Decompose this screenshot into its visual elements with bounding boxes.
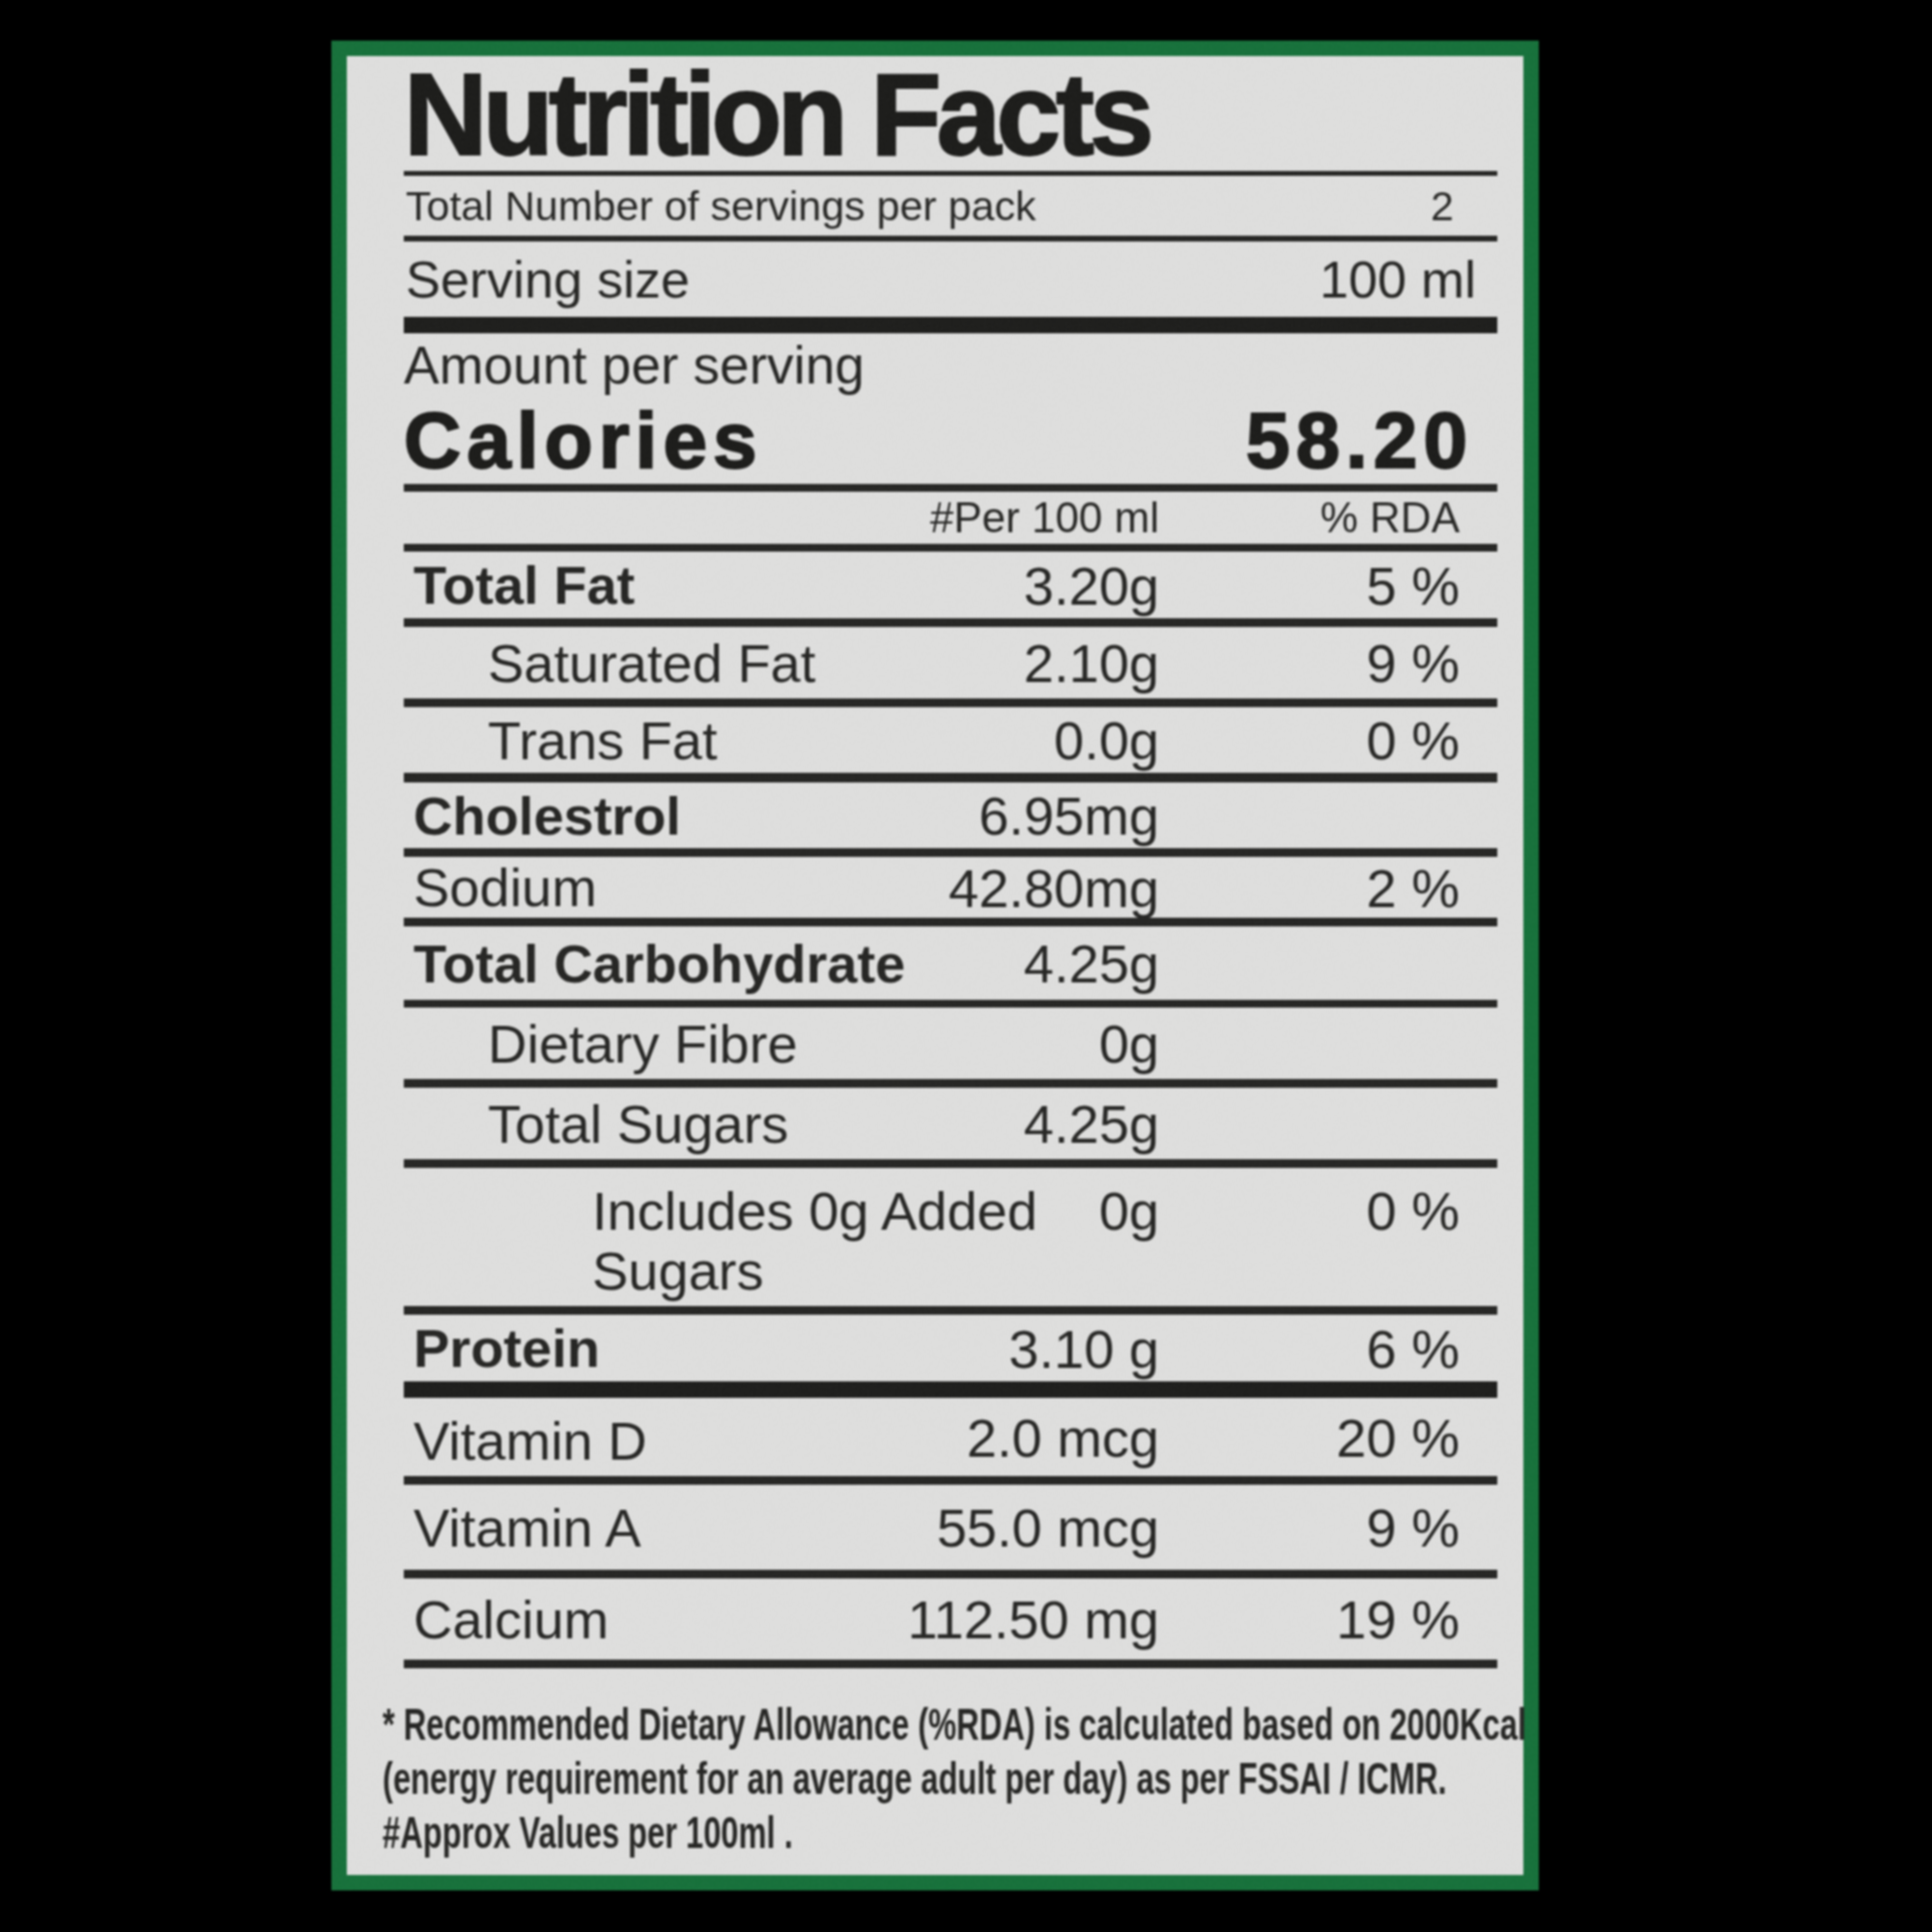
rda-column-header: % RDA bbox=[1321, 494, 1460, 542]
nutrient-rda: 6 % bbox=[1367, 1317, 1461, 1379]
nutrition-facts-panel: Nutrition Facts Total Number of servings… bbox=[331, 41, 1539, 1890]
column-header-row: #Per 100 ml % RDA bbox=[404, 492, 1497, 552]
nutrient-amount: 112.50 mg bbox=[908, 1588, 1159, 1651]
nutrient-amount: 3.10 g bbox=[1009, 1317, 1159, 1379]
serving-size-row: Serving size 100 ml bbox=[404, 242, 1497, 333]
nutrient-row-vitamin-d: Vitamin D 2.0 mcg 20 % bbox=[404, 1398, 1497, 1485]
nutrient-label: Sodium bbox=[404, 856, 597, 919]
nutrient-rda: 0 % bbox=[1367, 1181, 1461, 1241]
nutrient-rda: 0 % bbox=[1367, 709, 1461, 772]
nutrient-amount: 2.0 mcg bbox=[967, 1406, 1159, 1468]
nutrient-label: Cholestrol bbox=[404, 784, 681, 847]
nutrient-amount: 6.95mg bbox=[979, 784, 1159, 847]
nutrient-amount: 42.80mg bbox=[949, 856, 1159, 919]
nutrient-amount: 0.0g bbox=[1054, 709, 1159, 772]
nutrient-row-dietary-fibre: Dietary Fibre 0g bbox=[404, 1008, 1497, 1088]
servings-per-pack-row: Total Number of servings per pack 2 bbox=[404, 176, 1497, 242]
nutrient-label: Total Carbohydrate bbox=[404, 932, 905, 995]
calories-row: Calories 58.20 bbox=[404, 396, 1497, 492]
nutrient-label: Calcium bbox=[404, 1588, 609, 1651]
screenshot: { "panel": { "title": "Nutrition Facts",… bbox=[0, 0, 1932, 1932]
servings-per-pack-value: 2 bbox=[1431, 183, 1454, 230]
nutrient-row-trans-fat: Trans Fat 0.0g 0 % bbox=[404, 707, 1497, 782]
nutrient-rda: 2 % bbox=[1367, 856, 1461, 919]
nutrient-label: Saturated Fat bbox=[404, 632, 815, 695]
nutrient-amount: 0g bbox=[1099, 1012, 1159, 1075]
nutrient-amount: 3.20g bbox=[1024, 554, 1159, 616]
footnote-line: (energy requirement for an average adult… bbox=[383, 1751, 1174, 1805]
nutrient-row-saturated-fat: Saturated Fat 2.10g 9 % bbox=[404, 627, 1497, 707]
calories-value: 58.20 bbox=[1246, 395, 1473, 486]
nutrient-row-sodium: Sodium 42.80mg 2 % bbox=[404, 857, 1497, 926]
nutrient-amount: 55.0 mcg bbox=[937, 1496, 1159, 1559]
nutrient-amount: 2.10g bbox=[1024, 632, 1159, 695]
footnote-line: * Recommended Dietary Allowance (%RDA) i… bbox=[383, 1697, 1174, 1751]
nutrient-label: Dietary Fibre bbox=[404, 1012, 798, 1075]
calories-label: Calories bbox=[404, 395, 763, 486]
nutrient-amount: 4.25g bbox=[1024, 1093, 1159, 1155]
footnote: * Recommended Dietary Allowance (%RDA) i… bbox=[383, 1697, 1497, 1860]
nutrient-rda: 19 % bbox=[1336, 1588, 1460, 1651]
footnote-line: #Approx Values per 100ml . bbox=[383, 1805, 1174, 1860]
servings-per-pack-label: Total Number of servings per pack bbox=[404, 183, 1036, 230]
nutrient-row-calcium: Calcium 112.50 mg 19 % bbox=[404, 1578, 1497, 1668]
nutrient-label: Total Fat bbox=[404, 554, 635, 616]
nutrient-label: Total Sugars bbox=[404, 1093, 788, 1155]
nutrient-rda: 9 % bbox=[1367, 1496, 1461, 1559]
nutrient-label: Vitamin D bbox=[404, 1409, 647, 1472]
nutrient-rda: 20 % bbox=[1336, 1406, 1460, 1468]
serving-size-label: Serving size bbox=[404, 249, 690, 309]
nutrient-amount: 0g bbox=[1099, 1181, 1159, 1241]
amount-column-header: #Per 100 ml bbox=[930, 494, 1159, 542]
nutrient-row-vitamin-a: Vitamin A 55.0 mcg 9 % bbox=[404, 1485, 1497, 1578]
nutrient-rda: 9 % bbox=[1367, 632, 1461, 695]
panel-title: Nutrition Facts bbox=[404, 56, 1497, 176]
serving-size-value: 100 ml bbox=[1320, 249, 1476, 309]
nutrient-label: Trans Fat bbox=[404, 709, 718, 772]
nutrient-label: Includes 0g Added Sugars bbox=[404, 1181, 1133, 1301]
nutrient-row-added-sugars: Includes 0g Added Sugars 0g 0 % bbox=[404, 1168, 1497, 1315]
nutrient-label: Protein bbox=[404, 1317, 600, 1379]
nutrient-row-protein: Protein 3.10 g 6 % bbox=[404, 1315, 1497, 1398]
nutrition-facts-content: Nutrition Facts Total Number of servings… bbox=[404, 56, 1497, 1860]
nutrient-label: Vitamin A bbox=[404, 1496, 641, 1559]
nutrient-amount: 4.25g bbox=[1024, 932, 1159, 995]
nutrient-row-total-fat: Total Fat 3.20g 5 % bbox=[404, 552, 1497, 627]
nutrient-row-total-carbohydrate: Total Carbohydrate 4.25g bbox=[404, 926, 1497, 1008]
nutrient-row-cholestrol: Cholestrol 6.95mg bbox=[404, 782, 1497, 857]
nutrient-rda: 5 % bbox=[1367, 554, 1461, 616]
amount-per-serving-label: Amount per serving bbox=[404, 333, 1497, 396]
nutrient-row-total-sugars: Total Sugars 4.25g bbox=[404, 1088, 1497, 1168]
